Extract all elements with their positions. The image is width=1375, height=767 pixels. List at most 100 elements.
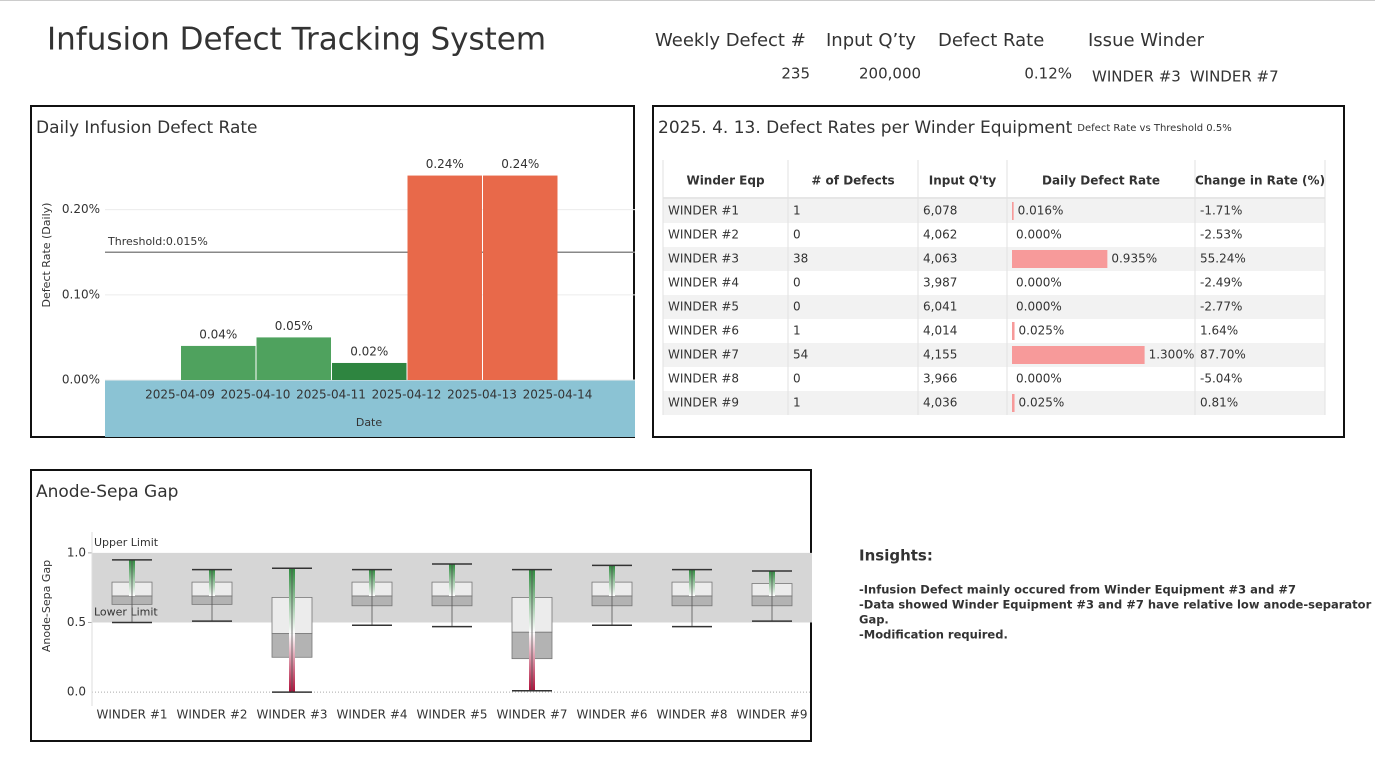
y-tick-label: 0.00% [62,373,100,387]
x-tick-label: WINDER #2 [176,708,247,722]
kpi-value: 200,000 [859,65,921,83]
column-header: Daily Defect Rate [1042,174,1160,188]
row-stripe [663,199,1325,223]
cell: -2.49% [1200,276,1242,290]
y-tick-label: 0.5 [67,615,86,629]
cell: -5.04% [1200,372,1242,386]
rate-bar [1012,394,1015,412]
insight-line: -Data showed Winder Equipment #3 and #7 … [859,598,1372,612]
cell: WINDER #7 [668,348,739,362]
data-label: 0.02% [350,344,388,358]
cell: 0.016% [1018,204,1064,218]
cell: 4,014 [923,324,957,338]
x-tick-label: WINDER #8 [656,708,727,722]
bar [256,337,331,380]
bar [407,175,482,380]
rate-bar [1012,202,1014,220]
cell: 0 [793,276,801,290]
cell: 4,062 [923,228,957,242]
insight-line: Gap. [859,613,889,627]
x-tick-label: 2025-04-11 [296,388,366,402]
cell: -2.77% [1200,300,1242,314]
cell: 0 [793,228,801,242]
data-label: 0.05% [275,319,313,333]
cell: 6,041 [923,300,957,314]
data-label: 0.04% [199,327,237,341]
table-title-text: 2025. 4. 13. Defect Rates per Winder Equ… [658,118,1073,138]
x-tick-label: WINDER #4 [336,708,407,722]
cell: 55.24% [1200,252,1246,266]
chart-title: Anode-Sepa Gap [36,482,178,502]
kpi-value: 0.12% [1024,65,1072,83]
x-tick-label: WINDER #6 [576,708,647,722]
x-tick-label: WINDER #9 [736,708,807,722]
x-tick-label: 2025-04-09 [145,388,215,402]
cell: 0.000% [1016,372,1062,386]
y-axis-label: Defect Rate (Daily) [40,203,53,308]
bar [332,362,407,380]
kpi-label: Defect Rate [938,30,1044,51]
cell: WINDER #1 [668,204,739,218]
cell: 0.025% [1019,396,1065,410]
rate-bar [1012,250,1108,268]
kpi-label: Issue Winder [1088,30,1205,51]
cell: 4,155 [923,348,957,362]
y-tick-label: 0.0 [67,685,86,699]
row-stripe [663,295,1325,319]
x-tick-label: WINDER #3 [256,708,327,722]
cell: 1 [793,324,801,338]
data-label: 0.24% [501,157,539,171]
x-axis-label: Date [356,416,383,429]
row-stripe [663,247,1325,271]
panel [652,105,1345,438]
cell: 38 [793,252,808,266]
cell: 1 [793,204,801,218]
cell: 0.935% [1111,252,1157,266]
page-title: Infusion Defect Tracking System [47,22,546,58]
x-tick-label: WINDER #1 [96,708,167,722]
x-tick-label: 2025-04-10 [221,388,291,402]
cell: 0.000% [1016,228,1062,242]
kpi-value: 235 [781,65,810,83]
column-header: # of Defects [811,174,894,188]
cell: 0 [793,372,801,386]
cell: WINDER #4 [668,276,739,290]
x-axis-band [105,380,635,437]
cell: 6,078 [923,204,957,218]
x-tick-label: WINDER #5 [416,708,487,722]
rate-bar [1012,322,1015,340]
rate-bar [1012,346,1145,364]
cell: 1.64% [1200,324,1238,338]
cell: WINDER #9 [668,396,739,410]
cell: -2.53% [1200,228,1242,242]
cell: WINDER #5 [668,300,739,314]
cell: WINDER #3 [668,252,739,266]
bar [483,175,558,380]
kpi-value: WINDER #7 [1190,68,1279,86]
cell: 87.70% [1200,348,1246,362]
x-tick-label: 2025-04-13 [447,388,517,402]
bar [181,345,256,380]
column-header: Change in Rate (%) [1195,174,1325,188]
cell: 0.025% [1019,324,1065,338]
cell: 4,036 [923,396,957,410]
cell: 0.81% [1200,396,1238,410]
row-stripe [663,343,1325,367]
kpi-label: Input Q’ty [826,30,916,51]
cell: 0.000% [1016,300,1062,314]
insights-title: Insights: [859,547,933,565]
x-tick-label: 2025-04-14 [523,388,593,402]
x-tick-label: 2025-04-12 [372,388,442,402]
y-tick-label: 1.0 [67,545,86,559]
cell: WINDER #2 [668,228,739,242]
column-header: Winder Eqp [686,174,765,188]
cell: 0.000% [1016,276,1062,290]
y-tick-label: 0.20% [62,202,100,216]
cell: WINDER #6 [668,324,739,338]
cell: 1 [793,396,801,410]
chart-title: Daily Infusion Defect Rate [36,118,258,138]
data-label: 0.24% [426,157,464,171]
reference-label: Lower Limit [94,605,158,618]
